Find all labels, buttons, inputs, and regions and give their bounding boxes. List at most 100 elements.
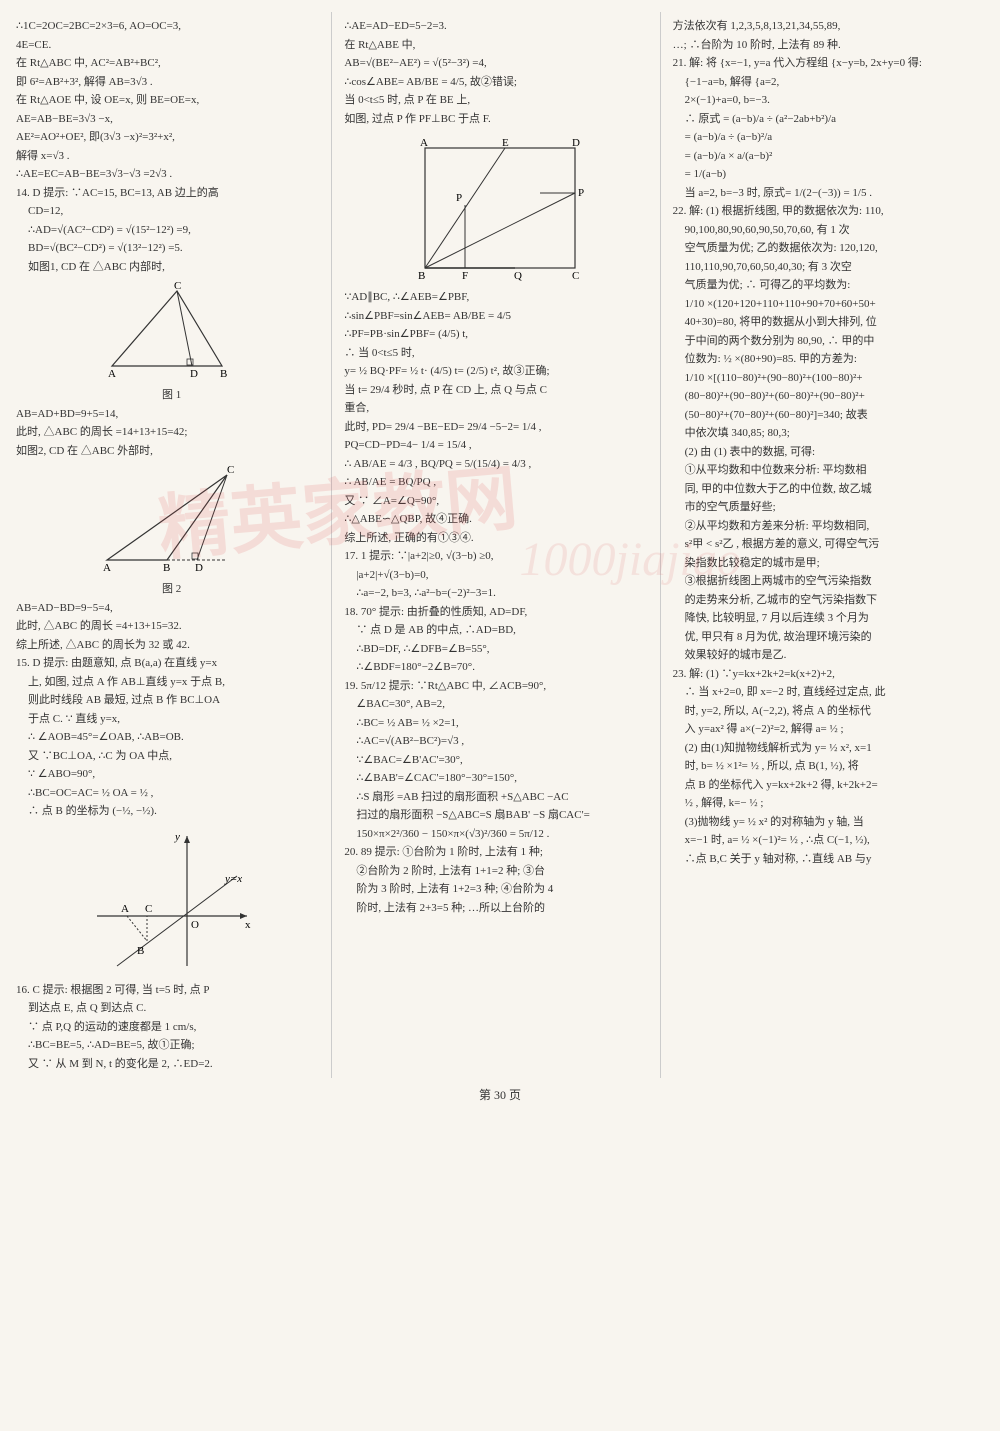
text-line: AE²=AO²+OE², 即(3√3 −x)²=3²+x², (16, 129, 327, 146)
text-line: ∴△ABE∽△QBP, 故④正确. (344, 511, 655, 528)
point-a: A (121, 903, 129, 915)
text-line: 16. C 提示: 根据图 2 可得, 当 t=5 时, 点 P (16, 982, 327, 999)
text-line: 1/10 ×(120+120+110+110+90+70+60+50+ (673, 296, 984, 313)
text-line: 又 ∵ ∠A=∠Q=90°, (344, 493, 655, 510)
text-line: 综上所述, 正确的有①③④. (344, 530, 655, 547)
text-line: 14. D 提示: ∵AC=15, BC=13, AB 边上的高 (16, 185, 327, 202)
text-line: 降快, 比较明显, 7 月以后连续 3 个月为 (673, 610, 984, 627)
text-line: 入 y=ax² 得 a×(−2)²=2, 解得 a= ½ ; (673, 721, 984, 738)
text-line: 在 Rt△ABE 中, (344, 37, 655, 54)
text-line: 如图1, CD 在 △ABC 内部时, (16, 259, 327, 276)
page: 精英家教网 1000jiajiao ∴1C=2OC=2BC=2×3=6, AO=… (12, 12, 988, 1078)
text-line: ②台阶为 2 阶时, 上法有 1+1=2 种; ③台 (344, 863, 655, 880)
triangle-diagram-1: A D B C (102, 281, 242, 381)
text-line: 1/10 ×[(110−80)²+(90−80)²+(100−80)²+ (673, 370, 984, 387)
text-line: ∴BC= ½ AB= ½ ×2=1, (344, 715, 655, 732)
axis-x: x (245, 919, 251, 931)
text-line: 阶时, 上法有 2+3=5 种; …所以上台阶的 (344, 900, 655, 917)
vertex-e: E (502, 137, 509, 149)
column-1: ∴1C=2OC=2BC=2×3=6, AO=OC=3, 4E=CE. 在 Rt△… (12, 12, 332, 1078)
text-line: ∴PF=PB·sin∠PBF= (4/5) t, (344, 326, 655, 343)
figure-label: 图 2 (16, 581, 327, 598)
text-line: ∵∠BAC=∠B'AC'=30°, (344, 752, 655, 769)
text-line: ∴ 当 0<t≤5 时, (344, 345, 655, 362)
text-line: 上, 如图, 过点 A 作 AB⊥直线 y=x 于点 B, (16, 674, 327, 691)
text-line: 22. 解: (1) 根据折线图, 甲的数据依次为: 110, (673, 203, 984, 220)
text-line: 阶为 3 阶时, 上法有 1+2=3 种; ④台阶为 4 (344, 881, 655, 898)
text-line: ∵ 点 D 是 AB 的中点, ∴AD=BD, (344, 622, 655, 639)
vertex-f: F (462, 270, 468, 282)
vertex-c: C (572, 270, 579, 282)
text-line: AB=√(BE²−AE²) = √(5²−3²) =4, (344, 55, 655, 72)
text-line: (2) 由(1)知抛物线解析式为 y= ½ x², x=1 (673, 740, 984, 757)
text-line: 此时, △ABC 的周长 =4+13+15=32. (16, 618, 327, 635)
text-line: BD=√(BC²−CD²) = √(13²−12²) =5. (16, 240, 327, 257)
text-line: 时, y=2, 所以, A(−2,2), 将点 A 的坐标代 (673, 703, 984, 720)
text-line: 此时, PD= 29/4 −BE−ED= 29/4 −5−2= 1/4 , (344, 419, 655, 436)
vertex-d: D (195, 562, 203, 574)
text-line: 染指数比较稳定的城市是甲; (673, 555, 984, 572)
text-line: ∴a=−2, b=3, ∴a²−b=(−2)²−3=1. (344, 585, 655, 602)
text-line: s²甲 < s²乙 , 根据方差的意义, 可得空气污 (673, 536, 984, 553)
text-line: PQ=CD−PD=4− 1/4 = 15/4 , (344, 437, 655, 454)
text-line: 气质量为优; ∴ 可得乙的平均数为: (673, 277, 984, 294)
text-line: ∴BC=BE=5, ∴AD=BE=5, 故①正确; (16, 1037, 327, 1054)
text-line: 20. 89 提示: ①台阶为 1 阶时, 上法有 1 种; (344, 844, 655, 861)
text-line: 40+30)=80, 将甲的数据从小到大排列, 位 (673, 314, 984, 331)
text-line: 当 0<t≤5 时, 点 P 在 BE 上, (344, 92, 655, 109)
text-line: = 1/(a−b) (673, 166, 984, 183)
text-line: (50−80)²+(70−80)²+(60−80)²]=340; 故表 (673, 407, 984, 424)
text-line: ②从平均数和方差来分析: 平均数相同, (673, 518, 984, 535)
text-line: 2×(−1)+a=0, b=−3. (673, 92, 984, 109)
text-line: …; ∴台阶为 10 阶时, 上法有 89 种. (673, 37, 984, 54)
text-line: 时, b= ½ ×1²= ½ , 所以, 点 B(1, ½), 将 (673, 758, 984, 775)
text-line: 21. 解: 将 {x=−1, y=a 代入方程组 {x−y=b, 2x+y=0… (673, 55, 984, 72)
vertex-a: A (103, 562, 111, 574)
text-line: (3)抛物线 y= ½ x² 的对称轴为 y 轴, 当 (673, 814, 984, 831)
figure-label: 图 1 (16, 387, 327, 404)
rectangle-diagram: A E D B F C P P Q (410, 133, 590, 283)
vertex-d: D (190, 368, 198, 380)
vertex-b: B (163, 562, 170, 574)
text-line: ∴AE=EC=AB−BE=3√3−√3 =2√3 . (16, 166, 327, 183)
text-line: 110,110,90,70,60,50,40,30; 有 3 次空 (673, 259, 984, 276)
text-line: 位数为: ½ ×(80+90)=85. 甲的方差为: (673, 351, 984, 368)
page-number: 第 30 页 (12, 1086, 988, 1104)
text-line: |a+2|+√(3−b)=0, (344, 567, 655, 584)
text-line: 则此时线段 AB 最短, 过点 B 作 BC⊥OA (16, 692, 327, 709)
vertex-a: A (108, 368, 116, 380)
text-line: 同, 甲的中位数大于乙的中位数, 故乙城 (673, 481, 984, 498)
text-line: 的走势来分析, 乙城市的空气污染指数下 (673, 592, 984, 609)
text-line: ∴ 原式 = (a−b)/a ÷ (a²−2ab+b²)/a (673, 111, 984, 128)
text-line: 到达点 E, 点 Q 到达点 C. (16, 1000, 327, 1017)
axis-y: y (174, 831, 180, 843)
text-line: y= ½ BQ·PF= ½ t· (4/5) t= (2/5) t², 故③正确… (344, 363, 655, 380)
point-p2: P (578, 187, 584, 199)
text-line: 效果较好的城市是乙. (673, 647, 984, 664)
text-line: 重合, (344, 400, 655, 417)
text-line: ∴AD=√(AC²−CD²) = √(15²−12²) =9, (16, 222, 327, 239)
text-line: 又 ∵ 从 M 到 N, t 的变化是 2, ∴ED=2. (16, 1056, 327, 1073)
text-line: 又 ∵BC⊥OA, ∴C 为 OA 中点, (16, 748, 327, 765)
text-line: 综上所述, △ABC 的周长为 32 或 42. (16, 637, 327, 654)
text-line: 当 a=2, b=−3 时, 原式= 1/(2−(−3)) = 1/5 . (673, 185, 984, 202)
text-line: 在 Rt△AOE 中, 设 OE=x, 则 BE=OE=x, (16, 92, 327, 109)
vertex-d: D (572, 137, 580, 149)
text-line: ∴ ∠AOB=45°=∠OAB, ∴AB=OB. (16, 729, 327, 746)
text-line: CD=12, (16, 203, 327, 220)
vertex-b: B (418, 270, 425, 282)
text-line: ∴BC=OC=AC= ½ OA = ½ , (16, 785, 327, 802)
text-line: 当 t= 29/4 秒时, 点 P 在 CD 上, 点 Q 与点 C (344, 382, 655, 399)
text-line: ∴1C=2OC=2BC=2×3=6, AO=OC=3, (16, 18, 327, 35)
vertex-c: C (227, 465, 234, 476)
text-line: x=−1 时, a= ½ ×(−1)²= ½ , ∴点 C(−1, ½), (673, 832, 984, 849)
text-line: ∴sin∠PBF=sin∠AEB= AB/BE = 4/5 (344, 308, 655, 325)
text-line: ∴AE=AD−ED=5−2=3. (344, 18, 655, 35)
text-line: ∴cos∠ABE= AB/BE = 4/5, 故②错误; (344, 74, 655, 91)
text-line: ∵ ∠ABO=90°, (16, 766, 327, 783)
vertex-c: C (174, 281, 181, 292)
text-line: AB=AD−BD=9−5=4, (16, 600, 327, 617)
text-line: 18. 70° 提示: 由折叠的性质知, AD=DF, (344, 604, 655, 621)
text-line: ½ , 解得, k=− ½ ; (673, 795, 984, 812)
text-line: = (a−b)/a × a/(a−b)² (673, 148, 984, 165)
